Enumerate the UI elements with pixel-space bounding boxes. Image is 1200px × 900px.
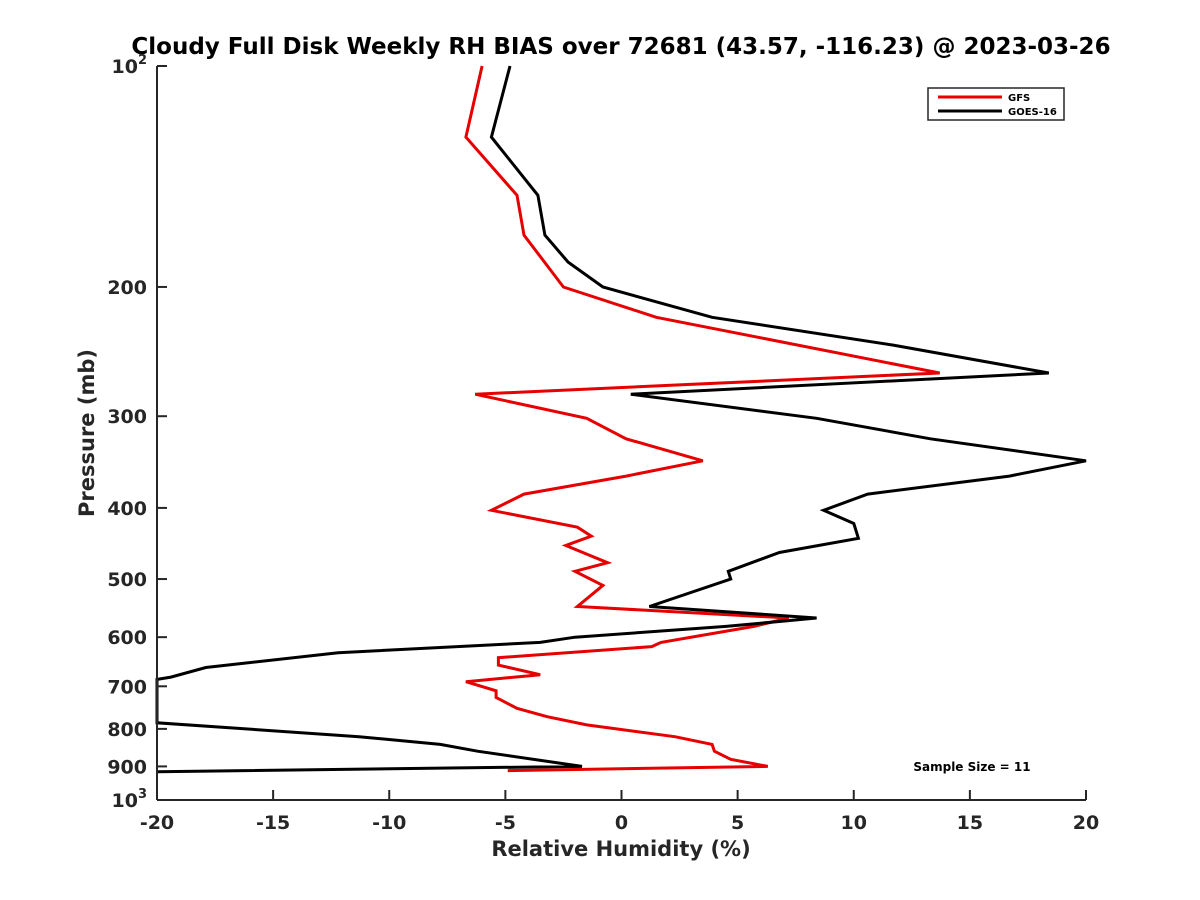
- x-tick-label: 10: [841, 812, 867, 834]
- x-tick-label: 15: [957, 812, 983, 834]
- y-tick-label: 500: [107, 569, 147, 591]
- x-tick-label: -15: [256, 812, 290, 834]
- x-tick-label: -10: [372, 812, 406, 834]
- x-tick-label: -5: [495, 812, 516, 834]
- x-tick-label: -20: [140, 812, 174, 834]
- y-tick-label: 900: [107, 756, 147, 778]
- y-tick-label: 200: [107, 277, 147, 299]
- y-tick-label: 400: [107, 498, 147, 520]
- x-tick-label: 20: [1073, 812, 1099, 834]
- y-tick-label: 102: [112, 53, 148, 78]
- y-tick-label: 800: [107, 719, 147, 741]
- plot-ticks: -20 -15 -10 -5 0 5 10 15 20 102 200 300 400 500 600 700…: [107, 53, 1099, 834]
- series-line-goes-16: [155, 65, 1087, 774]
- legend-label: GFS: [1008, 93, 1030, 104]
- legend-label: GOES-16: [1008, 107, 1057, 118]
- y-tick-label: 300: [107, 406, 147, 428]
- y-tick-label: 700: [107, 676, 147, 698]
- y-tick-label: 600: [107, 627, 147, 649]
- plot-lines: [155, 65, 1087, 774]
- x-tick-label: 0: [615, 812, 628, 834]
- x-axis-label: Relative Humidity (%): [491, 837, 750, 861]
- x-tick-label: 5: [731, 812, 744, 834]
- y-axis-label: Pressure (mb): [75, 349, 99, 517]
- legend: GFS GOES-16: [927, 87, 1065, 121]
- sample-size-annotation: Sample Size = 11: [913, 760, 1030, 774]
- plot-axes: [156, 66, 1086, 801]
- series-line-gfs: [464, 65, 940, 773]
- chart-title: Cloudy Full Disk Weekly RH BIAS over 726…: [131, 34, 1110, 60]
- legend-box: [927, 87, 1065, 121]
- y-tick-label: 103: [112, 787, 148, 812]
